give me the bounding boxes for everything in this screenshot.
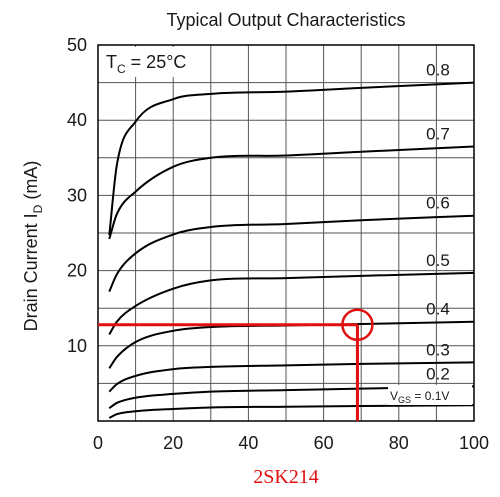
y-axis-label-unit: (mA) [21, 161, 41, 200]
svg-text:TC = 25°C: TC = 25°C [106, 52, 186, 76]
svg-text:VGS = 0.1V: VGS = 0.1V [390, 389, 449, 405]
curves [108, 81, 475, 419]
vgs-rest: = 0.1V [411, 389, 449, 403]
x-tick-label: 40 [238, 433, 258, 453]
vgs-label-bg [388, 385, 472, 405]
curve-vgs-0.5 [108, 271, 475, 336]
x-tick-label: 100 [459, 433, 489, 453]
vgs-main: V [390, 389, 398, 403]
operating-point-circle [341, 308, 374, 341]
tick-labels: 0 20 40 60 80 100 10 20 30 40 50 [67, 35, 489, 453]
temperature-rest: = 25°C [126, 52, 187, 72]
operating-point-annotation [98, 308, 374, 421]
y-tick-label: 30 [67, 185, 87, 205]
y-tick-label: 40 [67, 110, 87, 130]
temperature-main: T [106, 52, 117, 72]
curve-vgs-0.8 [108, 81, 475, 236]
y-tick-label: 20 [67, 261, 87, 281]
curve-label-0.7: 0.7 [426, 125, 450, 144]
y-tick-label: 10 [67, 336, 87, 356]
y-axis-label: Drain Current ID (mA) [21, 161, 45, 332]
vgs-label: VGS = 0.1V [388, 385, 472, 405]
y-tick-label: 50 [67, 35, 87, 55]
curve-labels: 0.2 0.3 0.4 0.5 0.6 0.7 0.8 [426, 61, 450, 384]
curve-label-0.3: 0.3 [426, 340, 450, 359]
curve-label-0.8: 0.8 [426, 61, 450, 80]
part-number: 2SK214 [253, 466, 319, 488]
y-axis-label-sub: D [31, 204, 45, 213]
y-axis-label-main: Drain Current [21, 223, 41, 331]
curve-label-0.5: 0.5 [426, 251, 450, 270]
plot-frame [97, 44, 475, 422]
curve-label-0.6: 0.6 [426, 194, 450, 213]
x-tick-label: 20 [163, 433, 183, 453]
curve-vgs-0.1V [108, 404, 475, 419]
curve-label-0.4: 0.4 [426, 300, 450, 319]
chart-title: Typical Output Characteristics [166, 10, 405, 30]
svg-text:Drain Current ID (mA): Drain Current ID (mA) [21, 161, 45, 332]
vgs-sub: GS [398, 395, 411, 405]
x-tick-label: 80 [389, 433, 409, 453]
x-tick-label: 60 [314, 433, 334, 453]
y-axis-label-symbol: I [21, 213, 41, 218]
temperature-label: TC = 25°C [100, 47, 208, 77]
temperature-sub: C [117, 62, 126, 76]
temperature-label-bg [100, 47, 208, 77]
curve-vgs-0.3 [108, 361, 475, 393]
x-tick-label: 0 [93, 433, 103, 453]
curve-vgs-0.6 [108, 214, 475, 293]
curve-vgs-0.2 [108, 385, 475, 410]
curve-label-0.2: 0.2 [426, 364, 450, 383]
grid [98, 45, 474, 421]
curve-vgs-0.4 [108, 320, 475, 369]
curve-vgs-0.7 [108, 145, 475, 240]
